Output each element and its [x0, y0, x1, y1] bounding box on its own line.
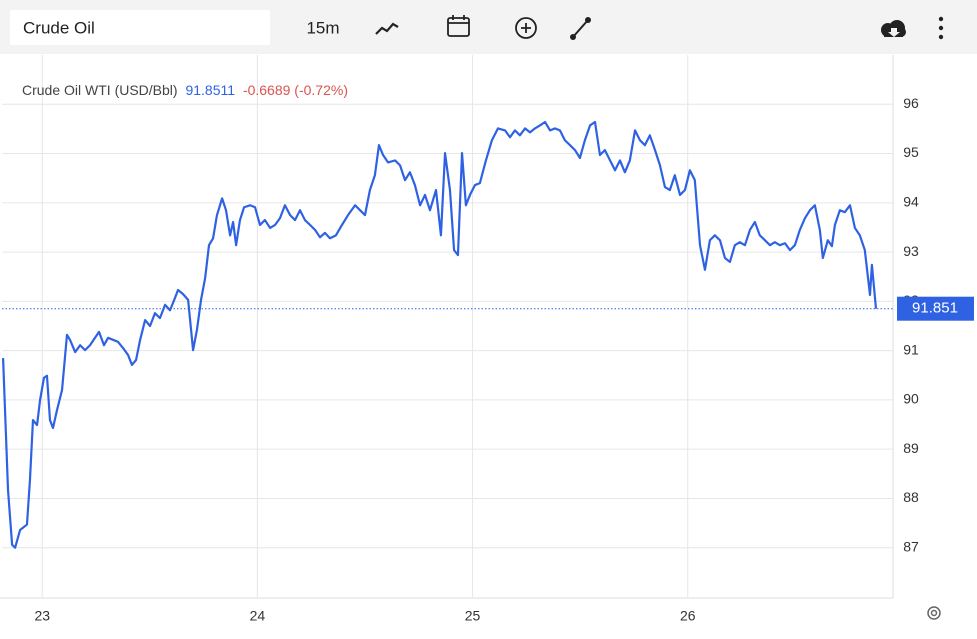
- x-tick-label: 25: [465, 608, 481, 624]
- settings-icon[interactable]: [927, 606, 941, 620]
- y-tick-label: 94: [903, 194, 919, 210]
- x-tick-label: 26: [680, 608, 696, 624]
- y-tick-label: 93: [903, 243, 919, 259]
- chart-type-icon[interactable]: [375, 22, 399, 35]
- draw-icon[interactable]: [570, 17, 591, 40]
- y-tick-label: 90: [903, 391, 919, 407]
- y-tick-label: 95: [903, 144, 919, 160]
- download-icon[interactable]: [881, 20, 906, 37]
- plot: 878889909192939495962324252691.851: [0, 55, 974, 624]
- legend: Crude Oil WTI (USD/Bbl) 91.8511 -0.6689 …: [22, 82, 348, 98]
- y-tick-label: 91: [903, 341, 919, 357]
- x-tick-label: 24: [250, 608, 266, 624]
- price-line: [1, 120, 878, 549]
- search-box[interactable]: [10, 10, 270, 45]
- instrument-name: Crude Oil WTI (USD/Bbl): [22, 82, 178, 98]
- interval-button[interactable]: 15m: [306, 18, 339, 37]
- last-price-badge: [897, 296, 974, 321]
- y-tick-label: 87: [903, 538, 919, 554]
- price-change: -0.6689 (-0.72%): [243, 82, 348, 98]
- calendar-icon[interactable]: [447, 15, 470, 37]
- last-price: 91.8511: [185, 82, 235, 98]
- last-price-badge-label: 91.851: [912, 300, 958, 317]
- menu-icon[interactable]: [938, 16, 944, 40]
- x-tick-label: 23: [34, 608, 50, 624]
- y-tick-label: 96: [903, 95, 919, 111]
- search-text[interactable]: Crude Oil: [23, 18, 95, 37]
- y-tick-label: 89: [903, 440, 919, 456]
- add-indicator-icon[interactable]: [515, 17, 537, 39]
- y-tick-label: 88: [903, 489, 919, 505]
